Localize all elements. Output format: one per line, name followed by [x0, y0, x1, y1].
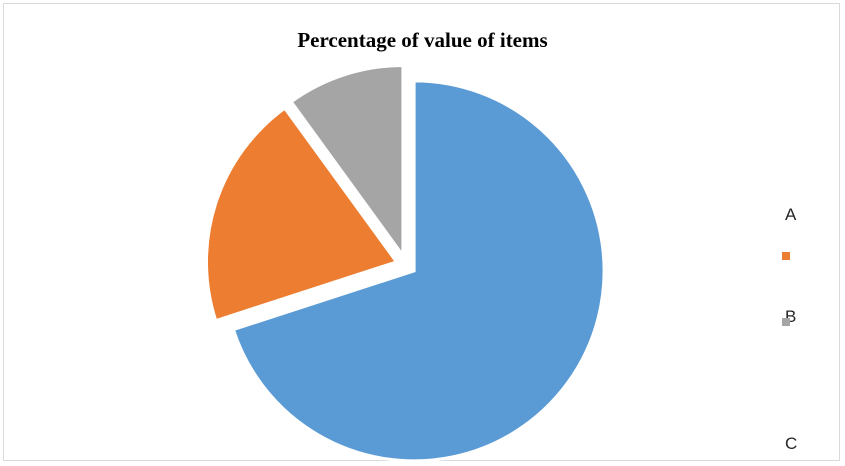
chart-title: Percentage of value of items [297, 28, 548, 52]
legend-swatch-b [782, 252, 790, 260]
legend-swatch-c [782, 318, 790, 326]
pie-slice-c [289, 63, 405, 261]
legend-label-a: A [785, 205, 797, 224]
pie-slice-a [231, 79, 606, 463]
legend-label-c: C [785, 434, 798, 453]
legend-label-b: B [785, 307, 797, 326]
pie-slice-b [205, 106, 399, 323]
